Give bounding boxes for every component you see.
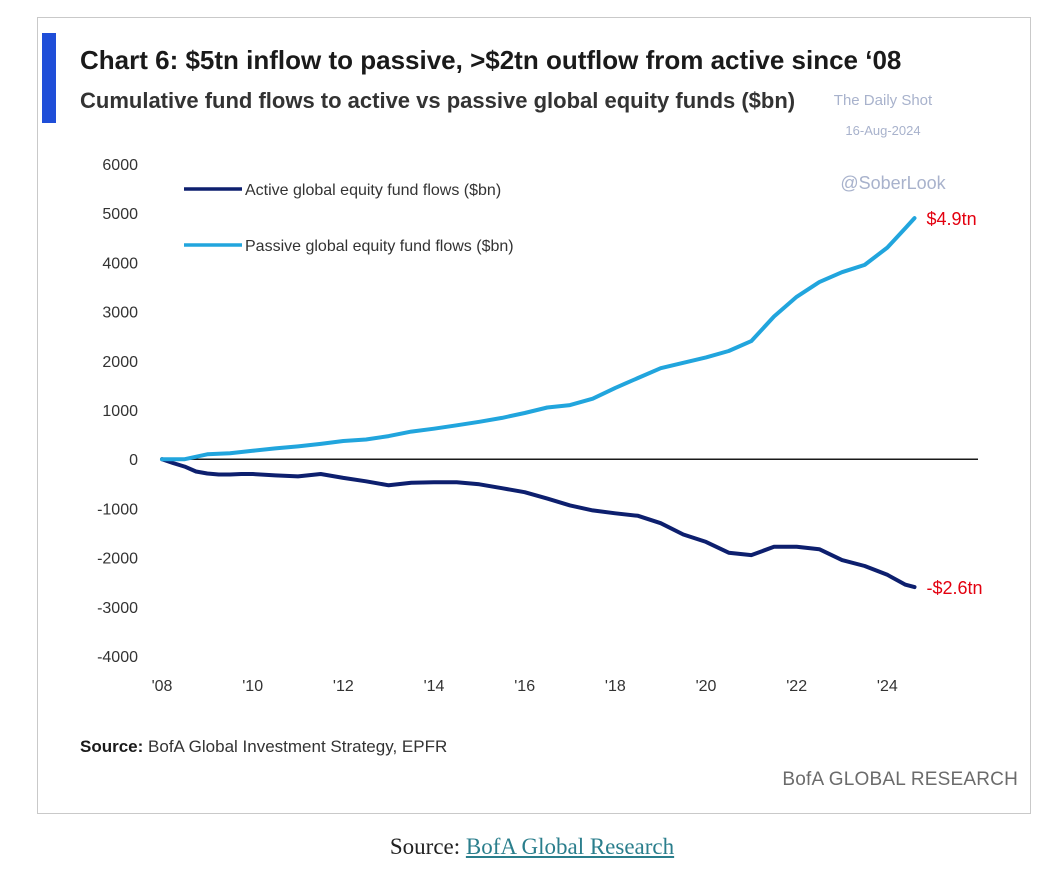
y-tick-label: -2000 [97, 551, 138, 568]
x-tick-label: '14 [424, 678, 445, 695]
y-tick-label: 0 [129, 452, 138, 469]
y-tick-label: 3000 [102, 305, 138, 322]
legend-label-passive: Passive global equity fund flows ($bn) [245, 238, 514, 255]
y-tick-label: 4000 [102, 255, 138, 272]
watermark-date: 16-Aug-2024 [845, 123, 920, 138]
x-tick-label: '18 [605, 678, 626, 695]
source-text: BofA Global Investment Strategy, EPFR [148, 737, 448, 756]
chart-title: Chart 6: $5tn inflow to passive, >$2tn o… [80, 45, 902, 75]
watermark: The Daily Shot 16-Aug-2024 @SoberLook [834, 92, 947, 193]
watermark-handle: @SoberLook [840, 173, 946, 193]
caption: Source: BofA Global Research [0, 834, 1064, 860]
x-tick-label: '08 [152, 678, 173, 695]
branding-text: BofA GLOBAL RESEARCH [782, 769, 1018, 790]
y-axis: 6000 5000 4000 3000 2000 1000 0 -1000 -2000 -3000… [97, 157, 138, 666]
chart-subtitle: Cumulative fund flows to active vs passi… [80, 88, 796, 113]
x-tick-label: '24 [877, 678, 898, 695]
legend: Active global equity fund flows ($bn) Pa… [184, 182, 514, 255]
y-tick-label: -4000 [97, 649, 138, 666]
watermark-line-1: The Daily Shot [834, 92, 933, 109]
x-tick-label: '22 [786, 678, 807, 695]
y-tick-label: -3000 [97, 600, 138, 617]
y-tick-label: 2000 [102, 354, 138, 371]
title-accent-bar [42, 33, 56, 123]
x-axis: '08 '10 '12 '14 '16 '18 '20 '22 '24 [152, 678, 898, 695]
source-label: Source: [80, 737, 144, 756]
series-line-passive [160, 216, 917, 462]
y-tick-label: 6000 [102, 157, 138, 174]
x-tick-label: '12 [333, 678, 354, 695]
series-layer [160, 216, 917, 590]
x-tick-label: '16 [514, 678, 535, 695]
end-label-active: -$2.6tn [927, 578, 983, 598]
caption-prefix: Source: [389, 834, 466, 859]
y-tick-label: 1000 [102, 403, 138, 420]
end-label-passive: $4.9tn [927, 209, 977, 229]
x-tick-label: '10 [242, 678, 263, 695]
x-tick-label: '20 [696, 678, 717, 695]
chart-card: Chart 6: $5tn inflow to passive, >$2tn o… [37, 17, 1031, 814]
series-line-active [160, 457, 917, 590]
end-labels: -$2.6tn $4.9tn [927, 209, 983, 598]
legend-label-active: Active global equity fund flows ($bn) [245, 182, 501, 199]
y-tick-label: 5000 [102, 206, 138, 223]
source-note: Source: BofA Global Investment Strategy,… [80, 737, 447, 757]
caption-source-link[interactable]: BofA Global Research [465, 834, 675, 859]
y-tick-label: -1000 [97, 501, 138, 518]
line-chart: The Daily Shot 16-Aug-2024 @SoberLook 60… [97, 92, 983, 695]
